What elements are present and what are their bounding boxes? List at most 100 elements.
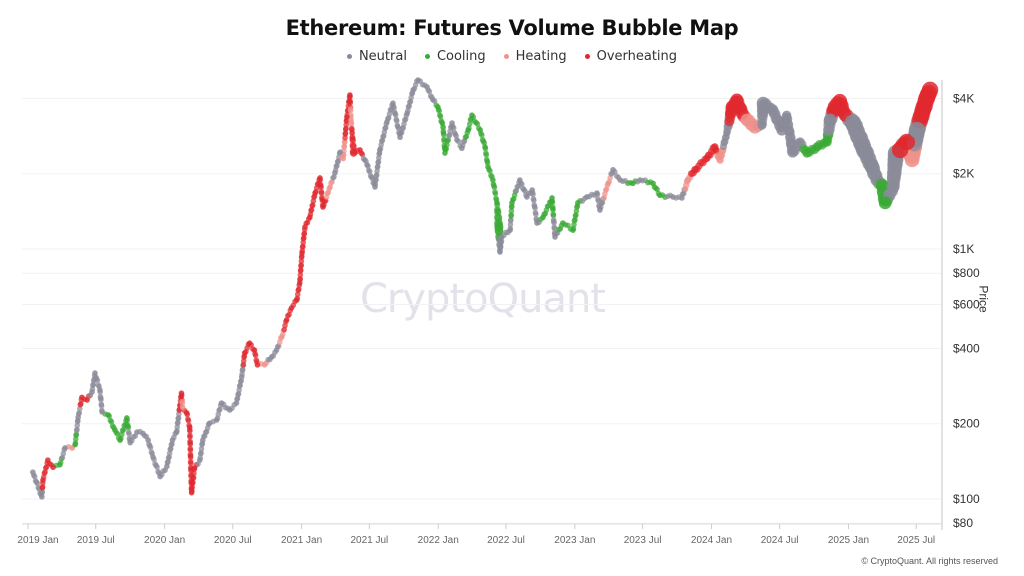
bubble-interp <box>491 184 498 191</box>
bubble-interp <box>318 184 324 191</box>
bubble-point <box>584 194 590 200</box>
bubble-interp <box>126 431 132 437</box>
bubble-point <box>261 362 268 368</box>
bubble-point <box>494 222 504 232</box>
bubble-point <box>782 110 792 120</box>
bubble-point <box>921 81 939 99</box>
bubble-point <box>560 220 566 226</box>
bubble-interp <box>551 225 558 232</box>
bubble-interp <box>98 396 104 403</box>
x-tick-label: 2025 Jan <box>828 535 869 546</box>
watermark: CryptoQuant <box>360 276 606 322</box>
bubble-point <box>50 464 56 471</box>
bubble-point <box>477 127 483 133</box>
bubble-point <box>404 110 410 117</box>
bubble-point <box>594 190 600 196</box>
bubble-interp <box>98 403 105 409</box>
bubble-interp <box>347 107 354 114</box>
bubble-point <box>293 297 300 303</box>
legend-item-cooling[interactable]: Cooling <box>424 49 486 64</box>
bubble-point <box>84 397 90 403</box>
bubble-interp <box>34 480 41 487</box>
chart-title: Ethereum: Futures Volume Bubble Map <box>285 16 739 40</box>
x-tick-label: 2021 Jul <box>350 535 388 546</box>
bubble-point <box>283 317 290 323</box>
bubble-interp <box>347 99 354 106</box>
y-tick-label: $100 <box>953 492 980 506</box>
x-tick-label: 2022 Jul <box>487 535 525 546</box>
y-tick-label: $200 <box>953 417 980 431</box>
bubble-point <box>908 121 926 139</box>
bubble-point <box>507 227 513 233</box>
bubble-point <box>397 134 403 141</box>
bubble-point <box>348 117 354 123</box>
bubble-interp <box>533 211 539 217</box>
legend-item-overheating[interactable]: Overheating <box>584 49 677 64</box>
bubble-point <box>410 87 416 93</box>
bubble-point <box>178 390 185 396</box>
bubble-interp <box>531 197 537 204</box>
x-tick-label: 2021 Jan <box>281 535 322 546</box>
bubble-point <box>490 177 496 183</box>
bubble-interp <box>498 238 505 244</box>
bubble-point <box>377 147 383 153</box>
x-tick-label: 2019 Jul <box>77 535 115 546</box>
bubble-point <box>199 437 206 443</box>
bubble-point <box>494 200 500 206</box>
x-tick-label: 2022 Jan <box>418 535 459 546</box>
y-tick-label: $600 <box>953 297 980 311</box>
bubble-interp <box>198 449 204 456</box>
bubble-point <box>99 409 105 415</box>
x-tick-label: 2025 Jul <box>897 535 935 546</box>
bubble-point <box>340 155 346 162</box>
bubble-point <box>145 437 151 443</box>
bubble-point <box>188 489 195 496</box>
bubble-point <box>233 400 240 406</box>
bubble-point <box>251 347 258 353</box>
bubble-point <box>575 200 581 206</box>
bubble-point <box>246 340 253 346</box>
bubble-point <box>524 194 530 200</box>
bubble-point <box>173 429 180 436</box>
x-tick-label: 2023 Jan <box>554 535 595 546</box>
bubble-point <box>459 145 465 152</box>
bubble-interp <box>440 131 447 138</box>
bubble-point <box>795 137 805 147</box>
bubble-interp <box>76 410 83 416</box>
bubble-point <box>45 457 51 463</box>
bubble-point <box>117 437 123 443</box>
bubble-point <box>844 114 862 131</box>
bubble-point <box>440 124 446 131</box>
bubble-point <box>822 137 832 147</box>
bubble-interp <box>252 352 259 359</box>
legend-item-neutral[interactable]: Neutral <box>346 49 407 64</box>
bubble-point <box>384 119 390 125</box>
bubble-point <box>637 177 643 183</box>
bubble-point <box>711 143 719 151</box>
bubble-interp <box>392 112 399 118</box>
bubble-interp <box>185 417 192 424</box>
bubble-point <box>302 224 308 230</box>
gridlines <box>22 97 942 524</box>
bubble-interp <box>198 445 205 452</box>
bubble-interp <box>437 113 444 120</box>
bubble-point <box>288 305 295 311</box>
bubble-point <box>716 156 724 164</box>
bubble-interp <box>286 311 292 318</box>
bubble-interp <box>519 181 525 188</box>
bubble-interp <box>187 441 194 448</box>
bubble-point <box>372 184 378 190</box>
bubble-point <box>517 177 523 183</box>
x-tick-label: 2020 Jul <box>214 535 252 546</box>
bubble-point <box>390 100 396 107</box>
bubble-point <box>75 414 81 421</box>
bubble-point <box>89 389 95 395</box>
bubble-point <box>469 112 475 118</box>
bubble-point <box>278 334 285 340</box>
bubble-point <box>296 280 303 286</box>
legend-item-heating[interactable]: Heating <box>503 49 567 64</box>
bubble-interp <box>318 190 325 197</box>
bubble-interp <box>530 191 536 198</box>
x-tick-label: 2023 Jul <box>624 535 662 546</box>
bubble-point <box>854 138 872 156</box>
